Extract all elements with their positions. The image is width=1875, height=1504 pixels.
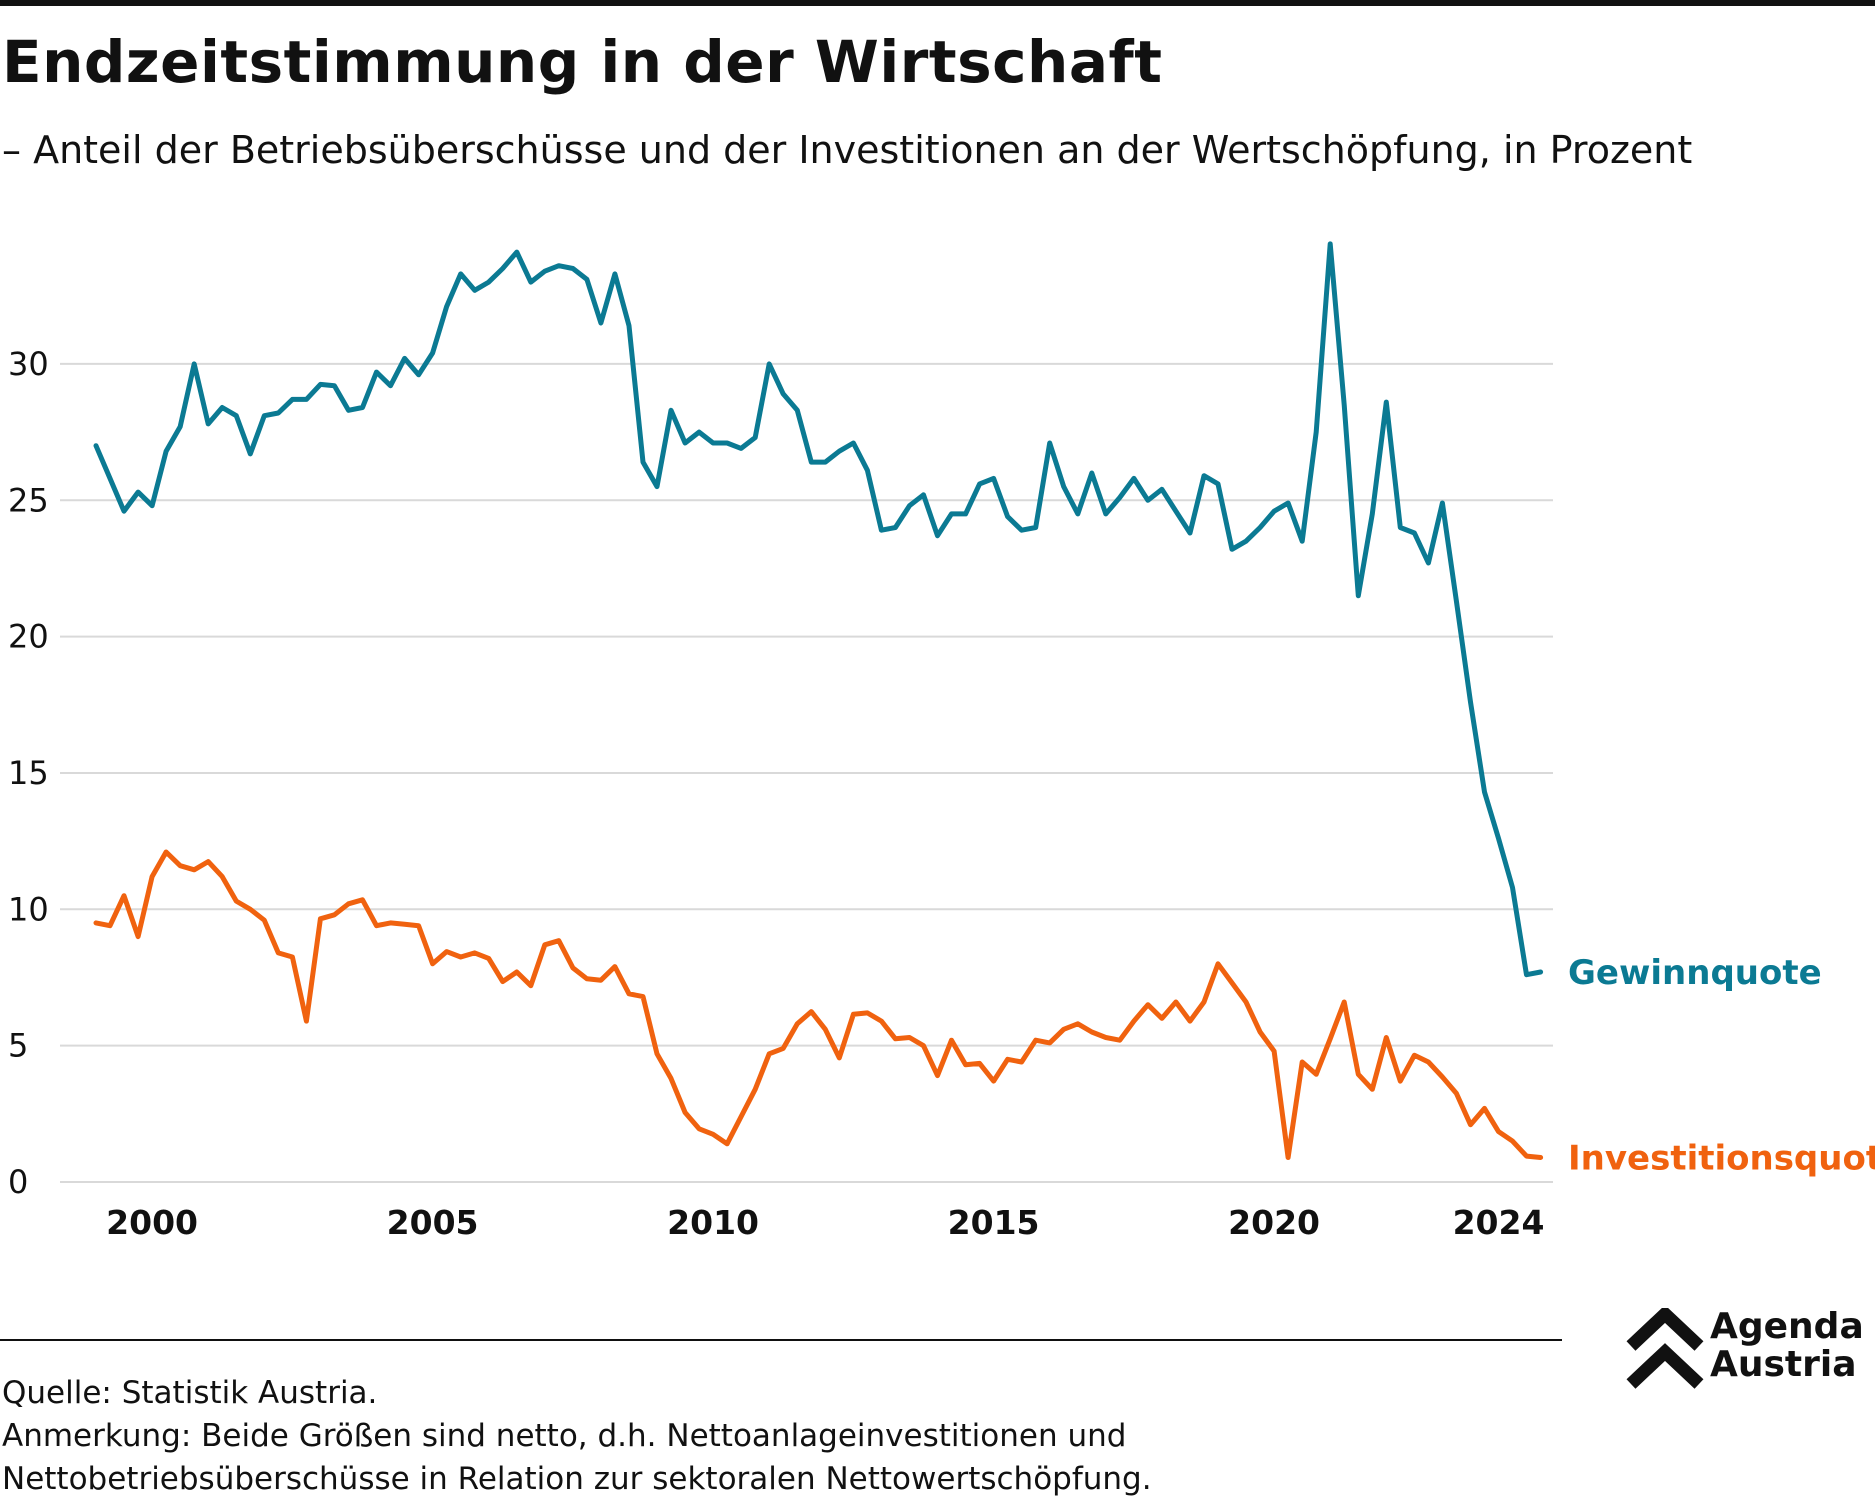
note-line-1: Anmerkung: Beide Größen sind netto, d.h.… <box>2 1418 1127 1454</box>
series-lines <box>93 241 1544 1160</box>
logo-line-1: Agenda <box>1710 1306 1864 1347</box>
chart-title: Endzeitstimmung in der Wirtschaft <box>2 28 1163 96</box>
chart-subtitle: – Anteil der Betriebsüberschüsse und der… <box>2 128 1693 172</box>
chevron-up-logo-icon <box>1626 1305 1704 1389</box>
y-tick-label: 20 <box>8 618 49 656</box>
x-tick-label: 2010 <box>667 1203 759 1242</box>
y-axis-ticks: 0 5 10 15 20 25 30 <box>8 345 49 1201</box>
y-tick-label: 5 <box>8 1027 28 1065</box>
x-tick-label: 2000 <box>106 1203 198 1242</box>
y-tick-label: 25 <box>8 481 49 519</box>
logo-text: Agenda Austria <box>1710 1308 1864 1384</box>
x-tick-label: 2015 <box>948 1203 1040 1242</box>
x-tick-label: 2005 <box>387 1203 479 1242</box>
y-tick-label: 15 <box>8 754 49 792</box>
footer-divider <box>0 1339 1562 1341</box>
series-label-investitionsquote: Investitionsquote <box>1568 1138 1875 1178</box>
series-label-gewinnquote: Gewinnquote <box>1568 953 1822 993</box>
series-line-gewinnquote <box>93 241 1544 978</box>
y-tick-label: 0 <box>8 1163 28 1201</box>
source-text: Quelle: Statistik Austria. <box>2 1375 378 1411</box>
x-tick-label: 2024 <box>1453 1203 1545 1242</box>
x-tick-label: 2020 <box>1228 1203 1320 1242</box>
y-tick-label: 10 <box>8 890 49 928</box>
note-line-2: Nettobetriebsüberschüsse in Relation zur… <box>2 1461 1152 1497</box>
top-rule <box>0 0 1875 6</box>
logo-line-2: Austria <box>1710 1344 1857 1385</box>
series-line-investitionsquote <box>93 849 1544 1160</box>
y-tick-label: 30 <box>8 345 49 383</box>
gridlines <box>60 362 1553 1183</box>
series-labels: Gewinnquote Investitionsquote <box>1568 953 1875 1178</box>
agenda-austria-logo: Agenda Austria <box>1625 1305 1875 1390</box>
x-axis-ticks: 2000 2005 2010 2015 2020 2024 <box>106 1203 1544 1242</box>
